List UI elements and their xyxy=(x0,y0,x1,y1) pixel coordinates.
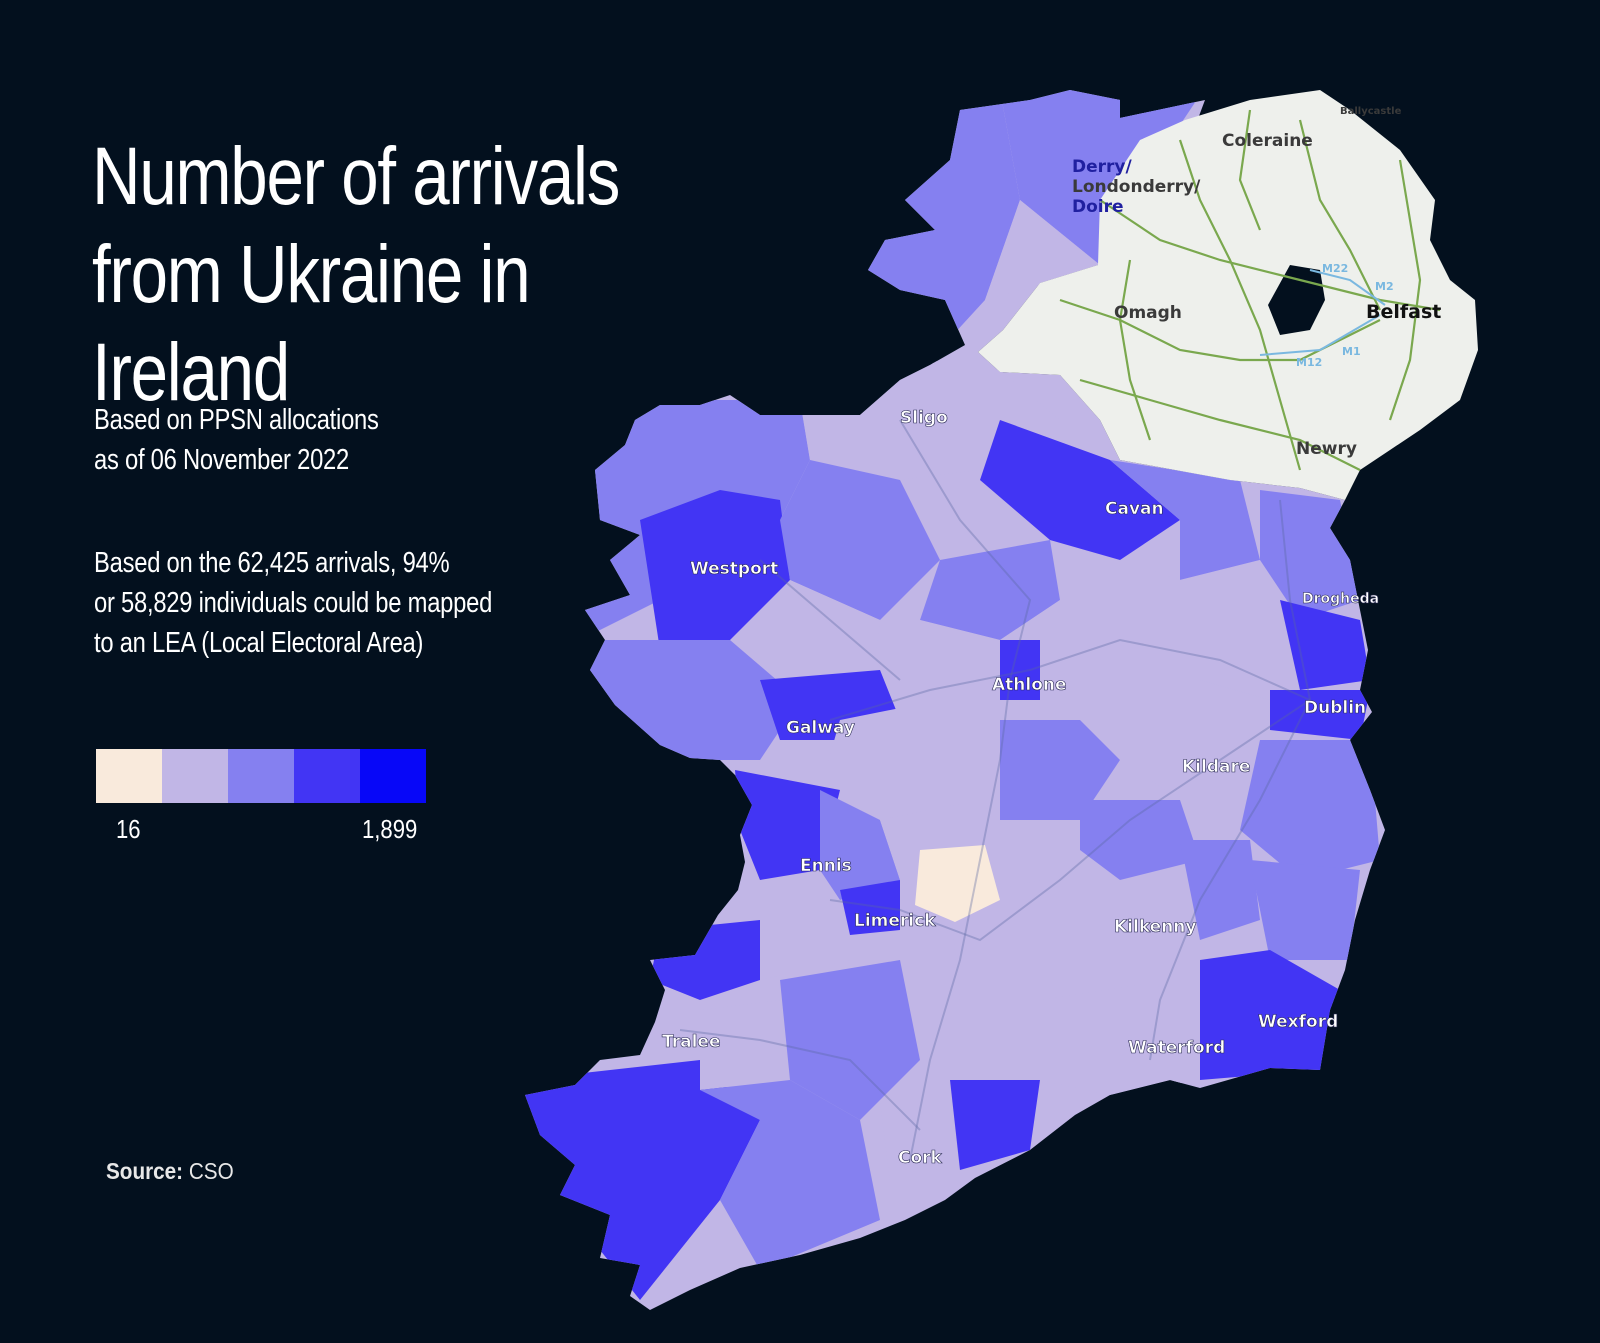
city-label: Westport xyxy=(690,559,778,579)
lea-region-kilkenny xyxy=(1080,880,1200,1000)
ni-road-network xyxy=(1059,109,1441,471)
city-label: Waterford xyxy=(1128,1038,1225,1058)
lea-region-roscommon xyxy=(780,460,940,620)
city-label: Kildare xyxy=(1182,757,1250,777)
lea-region-cork-north xyxy=(780,960,920,1120)
legend-swatch xyxy=(294,749,360,803)
legend-swatch xyxy=(96,749,162,803)
lea-region-roscommon-south xyxy=(760,580,880,690)
legend-swatch xyxy=(228,749,294,803)
color-legend xyxy=(96,749,426,803)
road-label: M22 xyxy=(1322,262,1348,275)
road-label: M2 xyxy=(1375,280,1394,293)
legend-max-label: 1,899 xyxy=(362,814,418,844)
lea-region-wexford-north xyxy=(1250,860,1360,960)
lea-region-wicklow xyxy=(1240,740,1380,880)
source-value: CSO xyxy=(188,1158,234,1184)
ni-motorways xyxy=(1259,269,1386,356)
source-credit: Source: CSO xyxy=(106,1158,234,1185)
motorway-labels: M22 M2 M1 M12 xyxy=(1296,262,1394,369)
map-label: Ballycastle xyxy=(1340,106,1402,117)
map-label: Newry xyxy=(1296,439,1357,459)
map-label: Belfast xyxy=(1366,301,1441,323)
city-labels: Sligo Westport Cavan Drogheda Athlone Du… xyxy=(662,408,1380,1169)
lea-region-offaly xyxy=(1000,720,1120,820)
northern-ireland-landmass xyxy=(978,90,1478,500)
lea-region-mayo-west xyxy=(640,490,790,650)
lea-region-galway-east xyxy=(820,700,1000,820)
lea-region-cork-west xyxy=(700,1080,880,1270)
lea-region-clare-east xyxy=(820,790,900,900)
map-title: Number of arrivals from Ukraine in Irela… xyxy=(92,131,620,418)
road-label: M12 xyxy=(1296,356,1322,369)
note-line: Based on the 62,425 arrivals, 94% xyxy=(94,547,450,579)
road-network xyxy=(679,419,1311,1161)
lea-region-tralee xyxy=(700,1000,790,1090)
city-label: Ennis xyxy=(800,856,852,876)
city-label: Drogheda xyxy=(1302,591,1379,607)
lea-region-dublin-fingal xyxy=(1280,600,1370,690)
city-label: Sligo xyxy=(900,408,948,428)
city-label: Cavan xyxy=(1105,499,1164,519)
lea-region-longford xyxy=(920,540,1060,640)
lea-region-carlow xyxy=(1180,840,1260,940)
map-label: Doire xyxy=(1072,197,1124,217)
map-label: Coleraine xyxy=(1222,131,1313,151)
lea-region-wexford xyxy=(1200,950,1340,1080)
city-label: Galway xyxy=(786,718,855,738)
ni-labels: Coleraine Derry/ Londonderry/ Doire Omag… xyxy=(1072,106,1441,459)
lea-region-cork-city xyxy=(880,1100,960,1180)
map-label: Derry/ xyxy=(1072,157,1132,177)
lea-region-kerry-south xyxy=(525,1060,760,1300)
note-line: to an LEA (Local Electoral Area) xyxy=(94,627,424,659)
lea-region-limerick-city xyxy=(840,880,900,935)
lea-region-kildare xyxy=(1120,660,1270,800)
city-label: Tralee xyxy=(662,1032,720,1052)
mapping-note: Based on the 62,425 arrivals, 94% or 58,… xyxy=(94,543,553,663)
legend-swatch xyxy=(162,749,228,803)
city-label: Limerick xyxy=(854,911,936,931)
lea-region-dublin-city xyxy=(1270,690,1370,740)
subtitle-line: Based on PPSN allocations xyxy=(94,404,379,436)
lea-region-cork-east xyxy=(950,1080,1040,1170)
lea-region-waterford xyxy=(1040,980,1200,1095)
legend-swatch xyxy=(360,749,426,803)
city-label: Cork xyxy=(898,1148,943,1168)
legend-min-label: 16 xyxy=(116,814,141,844)
map-label: Londonderry/ xyxy=(1072,177,1201,197)
road-label: M1 xyxy=(1342,345,1361,358)
map-label: Omagh xyxy=(1114,303,1182,323)
city-label: Dublin xyxy=(1304,698,1366,718)
lea-region-tipperary-south xyxy=(950,880,1080,1020)
lea-region-laois xyxy=(1080,800,1200,880)
lea-region-lowest-band xyxy=(915,845,1000,922)
lea-region-cavan-east xyxy=(1110,460,1260,580)
subtitle-line: as of 06 November 2022 xyxy=(94,444,350,476)
city-label: Athlone xyxy=(992,675,1067,695)
lea-region-donegal-east xyxy=(985,200,1100,300)
city-label: Wexford xyxy=(1258,1012,1338,1032)
city-label: Kilkenny xyxy=(1114,917,1197,937)
note-line: or 58,829 individuals could be mapped xyxy=(94,587,493,619)
lea-region-athlone xyxy=(1000,640,1040,700)
lea-region-meath xyxy=(1120,560,1280,680)
source-label: Source: xyxy=(106,1158,184,1184)
lea-region-clare xyxy=(735,770,840,880)
subtitle: Based on PPSN allocations as of 06 Novem… xyxy=(94,400,553,480)
lea-region-cavan xyxy=(980,420,1180,560)
